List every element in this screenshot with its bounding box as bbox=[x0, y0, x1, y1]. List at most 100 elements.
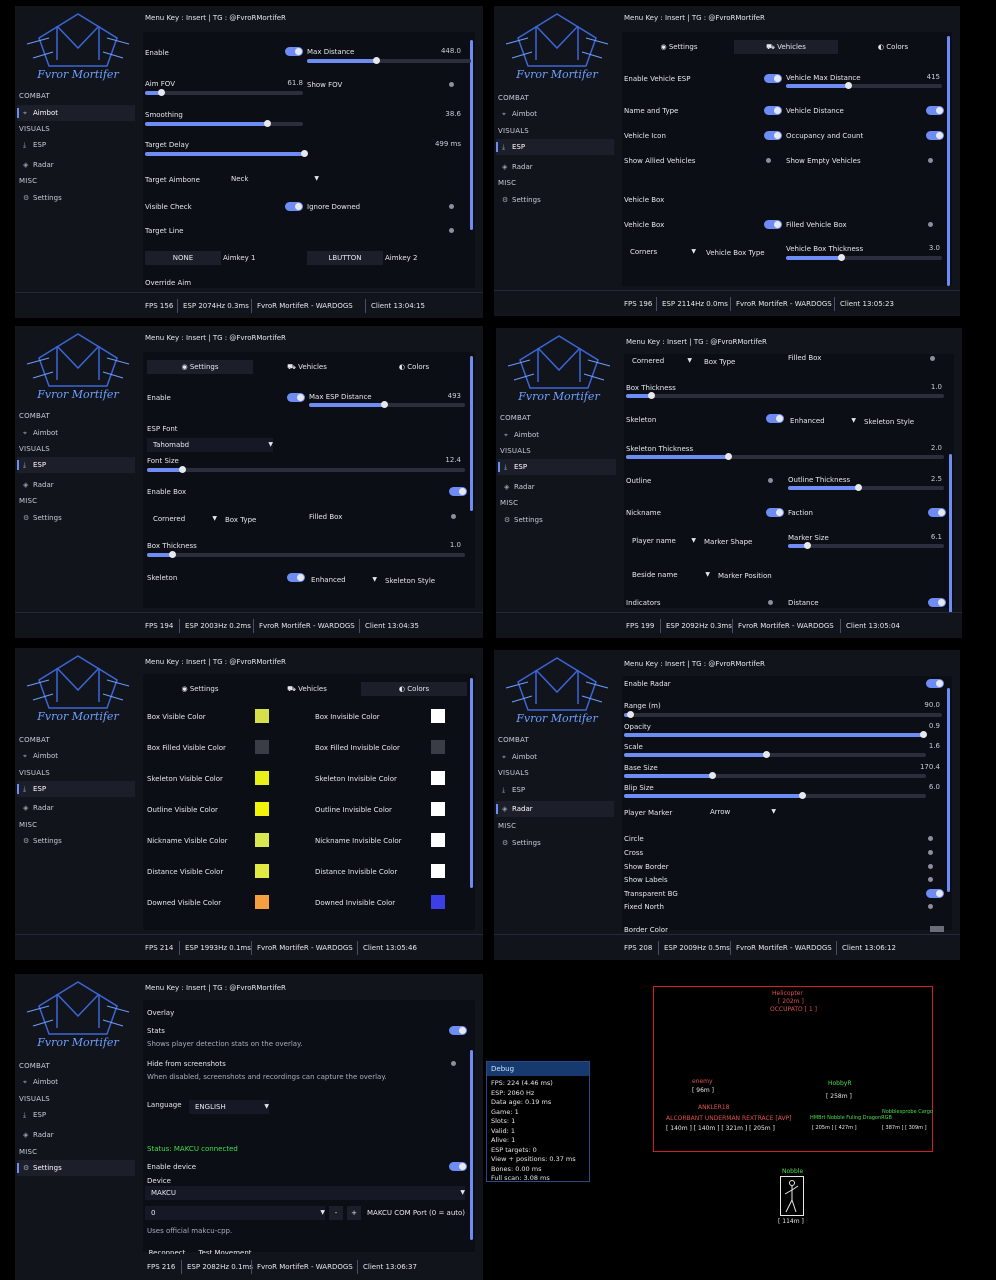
sidebar-item-settings[interactable]: ⚙ Settings bbox=[498, 512, 616, 528]
show-empty-toggle[interactable] bbox=[928, 158, 933, 163]
sidebar-item-aimbot[interactable]: ⌖ Aimbot bbox=[17, 425, 135, 441]
reconnect-button[interactable]: Reconnect bbox=[148, 1249, 186, 1257]
port-input[interactable]: 0 bbox=[145, 1206, 325, 1220]
name-type-toggle[interactable] bbox=[764, 106, 782, 115]
indicators-toggle[interactable] bbox=[768, 600, 773, 605]
scrollbar[interactable] bbox=[949, 454, 952, 636]
sidebar-item-esp[interactable]: ⤓ ESP bbox=[17, 1107, 135, 1123]
show-labels-toggle[interactable] bbox=[928, 877, 933, 882]
filled-box-toggle[interactable] bbox=[451, 514, 456, 519]
skeleton-toggle[interactable] bbox=[287, 573, 305, 582]
faction-toggle[interactable] bbox=[928, 508, 946, 517]
blip-size-slider[interactable] bbox=[624, 792, 926, 799]
enable-vehicle-esp-toggle[interactable] bbox=[764, 74, 782, 83]
scrollbar[interactable] bbox=[470, 356, 473, 511]
sidebar-item-settings[interactable]: ⚙ Settings bbox=[17, 510, 135, 526]
marker-shape-dropdown[interactable]: Player name bbox=[626, 534, 696, 548]
aimkey2-button[interactable]: LBUTTON bbox=[307, 251, 383, 265]
tab-colors[interactable]: ◐ Colors bbox=[361, 682, 467, 696]
color-swatch-visible[interactable] bbox=[255, 740, 269, 754]
sidebar-item-esp[interactable]: ⤓ ESP bbox=[17, 137, 135, 153]
cross-toggle[interactable] bbox=[928, 850, 933, 855]
sidebar-item-aimbot[interactable]: ⌖ Aimbot bbox=[17, 1074, 135, 1090]
tab-colors[interactable]: ◐ Colors bbox=[361, 360, 467, 374]
smoothing-slider[interactable] bbox=[145, 120, 303, 127]
color-swatch-invisible[interactable] bbox=[431, 864, 445, 878]
color-swatch-visible[interactable] bbox=[255, 709, 269, 723]
color-swatch-invisible[interactable] bbox=[431, 740, 445, 754]
show-allied-toggle[interactable] bbox=[766, 158, 771, 163]
aimbone-dropdown[interactable]: Neck bbox=[225, 172, 319, 186]
sidebar-item-radar[interactable]: ◈ Radar bbox=[498, 479, 616, 495]
enable-device-toggle[interactable] bbox=[449, 1162, 467, 1171]
box-type-dropdown[interactable]: Cornered bbox=[626, 354, 692, 368]
sidebar-item-esp[interactable]: ⤓ ESP bbox=[17, 457, 135, 473]
sidebar-item-settings[interactable]: ⚙ Settings bbox=[17, 190, 135, 206]
scrollbar[interactable] bbox=[470, 40, 473, 230]
font-size-slider[interactable] bbox=[147, 466, 465, 473]
outline-thickness-slider[interactable] bbox=[788, 484, 944, 491]
aim-fov-slider[interactable] bbox=[145, 89, 303, 96]
sidebar-item-radar[interactable]: ◈ Radar bbox=[17, 157, 135, 173]
target-delay-slider[interactable] bbox=[145, 150, 308, 157]
color-swatch-invisible[interactable] bbox=[431, 771, 445, 785]
stats-toggle[interactable] bbox=[449, 1026, 467, 1035]
scale-slider[interactable] bbox=[624, 751, 926, 758]
target-line-toggle[interactable] bbox=[449, 228, 454, 233]
vehicle-icon-toggle[interactable] bbox=[764, 131, 782, 140]
occupancy-toggle[interactable] bbox=[926, 131, 944, 140]
vehicle-box-toggle[interactable] bbox=[764, 220, 782, 229]
tab-colors[interactable]: ◐ Colors bbox=[840, 40, 946, 54]
language-dropdown[interactable]: ENGLISH bbox=[189, 1100, 269, 1114]
scrollbar[interactable] bbox=[470, 678, 473, 888]
box-thickness-slider[interactable] bbox=[147, 551, 465, 558]
color-swatch-invisible[interactable] bbox=[431, 895, 445, 909]
device-dropdown[interactable]: MAKCU bbox=[145, 1186, 465, 1200]
filled-vehicle-box-toggle[interactable] bbox=[928, 222, 933, 227]
border-color-swatch[interactable] bbox=[930, 926, 944, 932]
skeleton-style-dropdown[interactable]: Enhanced bbox=[305, 573, 377, 587]
sidebar-item-radar[interactable]: ◈ Radar bbox=[17, 800, 135, 816]
color-swatch-visible[interactable] bbox=[255, 895, 269, 909]
scrollbar[interactable] bbox=[947, 36, 950, 286]
ignore-downed-toggle[interactable] bbox=[449, 204, 454, 209]
tab-settings[interactable]: ◉ Settings bbox=[147, 360, 253, 374]
decrement-button[interactable]: - bbox=[329, 1206, 343, 1220]
scrollbar[interactable] bbox=[947, 688, 950, 892]
vehicle-distance-toggle[interactable] bbox=[926, 106, 944, 115]
tab-vehicles[interactable]: ⛟ Vehicles bbox=[255, 682, 359, 696]
visible-check-toggle[interactable] bbox=[285, 202, 303, 211]
show-fov-toggle[interactable] bbox=[449, 82, 454, 87]
marker-position-dropdown[interactable]: Beside name bbox=[626, 568, 710, 582]
outline-toggle[interactable] bbox=[768, 478, 773, 483]
skeleton-thickness-slider[interactable] bbox=[626, 453, 944, 460]
base-size-slider[interactable] bbox=[624, 772, 926, 779]
max-distance-slider[interactable] bbox=[307, 57, 471, 64]
enable-box-toggle[interactable] bbox=[449, 487, 467, 496]
sidebar-item-esp[interactable]: ⤓ ESP bbox=[496, 782, 614, 798]
show-border-toggle[interactable] bbox=[928, 864, 933, 869]
filled-box-toggle[interactable] bbox=[930, 356, 935, 361]
enable-toggle[interactable] bbox=[285, 47, 303, 56]
opacity-slider[interactable] bbox=[624, 731, 927, 738]
sidebar-item-settings[interactable]: ⚙ Settings bbox=[496, 192, 614, 208]
sidebar-item-settings[interactable]: ⚙ Settings bbox=[17, 1160, 135, 1176]
color-swatch-visible[interactable] bbox=[255, 771, 269, 785]
color-swatch-visible[interactable] bbox=[255, 833, 269, 847]
box-type-dropdown[interactable]: Cornered bbox=[147, 512, 217, 526]
transparent-bg-toggle[interactable] bbox=[926, 889, 944, 898]
tab-vehicles[interactable]: ⛟ Vehicles bbox=[734, 40, 838, 54]
circle-toggle[interactable] bbox=[928, 836, 933, 841]
vehicle-box-thickness-slider[interactable] bbox=[786, 254, 942, 261]
skeleton-style-dropdown[interactable]: Enhanced bbox=[784, 414, 856, 428]
enable-radar-toggle[interactable] bbox=[926, 679, 944, 688]
tab-settings[interactable]: ◉ Settings bbox=[626, 40, 732, 54]
sidebar-item-aimbot[interactable]: ⌖ Aimbot bbox=[496, 106, 614, 122]
color-swatch-invisible[interactable] bbox=[431, 709, 445, 723]
sidebar-item-aimbot[interactable]: ⌖ Aimbot bbox=[17, 748, 135, 764]
player-marker-dropdown[interactable]: Arrow bbox=[704, 805, 776, 819]
scrollbar[interactable] bbox=[470, 1050, 473, 1240]
sidebar-item-settings[interactable]: ⚙ Settings bbox=[496, 835, 614, 851]
range-slider[interactable] bbox=[624, 711, 942, 718]
esp-font-input[interactable]: Tahomabd bbox=[147, 438, 273, 452]
